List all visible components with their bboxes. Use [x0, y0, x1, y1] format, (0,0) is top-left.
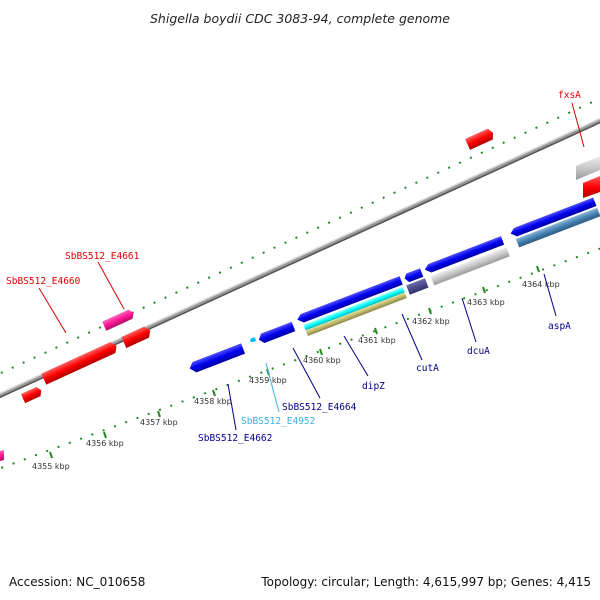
tick-label: 4355 kbp: [32, 462, 70, 471]
gene-label-e4660: SbBS512_E4660: [6, 276, 81, 287]
major-ticks: [49, 265, 540, 459]
tick-label: 4356 kbp: [86, 439, 124, 448]
leader-line: [38, 287, 67, 334]
accession-text: Accession: NC_010658: [9, 575, 145, 589]
gene-arrow: [189, 343, 246, 373]
gene-label-e4664: SbBS512_E4664: [282, 402, 357, 413]
gene-arrow: [404, 268, 424, 283]
gene-label-dipZ: dipZ: [362, 381, 385, 392]
leader-line: [571, 102, 585, 148]
genome-backbone: [0, 33, 600, 455]
tick-label: 4362 kbp: [412, 317, 450, 326]
tick-label: 4359 kbp: [249, 376, 287, 385]
gene-arrow: [121, 326, 151, 348]
tick-label: 4364 kbp: [522, 280, 560, 289]
misc-feature: [305, 292, 407, 336]
leader-line: [401, 313, 423, 361]
reverse-strand-features: [189, 197, 600, 373]
gene-arrow: [20, 386, 42, 404]
pseudo-gene: [102, 309, 134, 331]
tick-track-outer: [0, 97, 600, 375]
tick-label: 4357 kbp: [140, 418, 178, 427]
gene-arrow: [465, 128, 494, 150]
leader-line: [292, 347, 321, 399]
map-title: Shigella boydii CDC 3083-94, complete ge…: [150, 11, 450, 26]
misc-feature: [515, 207, 600, 248]
rna-feature: [249, 337, 257, 343]
gene-arrow: [510, 197, 597, 237]
topology-text: Topology: circular; Length: 4,615,997 bp…: [260, 575, 591, 589]
gene-label-aspA: aspA: [548, 321, 571, 332]
gene-arrow: [41, 342, 117, 385]
leader-line: [97, 261, 125, 310]
leader-line: [543, 273, 557, 317]
tick-label: 4360 kbp: [303, 356, 341, 365]
gene-label-dcuA: dcuA: [467, 346, 490, 357]
forward-strand-features: [20, 128, 494, 404]
gene-arrow: [258, 321, 296, 343]
gene-label-e4661: SbBS512_E4661: [65, 251, 140, 262]
gene-label-e4662: SbBS512_E4662: [198, 433, 272, 444]
gene-label-e4952: SbBS512_E4952: [241, 416, 315, 427]
rna-feature: [303, 286, 405, 331]
tick-label: 4361 kbp: [358, 336, 396, 345]
tick-label: 4358 kbp: [194, 397, 232, 406]
gene-arrow: [297, 276, 403, 323]
offscreen-features: [0, 156, 600, 461]
gene-arrow: [424, 236, 505, 273]
misc-feature: [406, 278, 429, 295]
leader-line: [461, 297, 477, 343]
tick-label: 4363 kbp: [467, 298, 505, 307]
leader-line: [343, 335, 369, 377]
leader-line: [265, 362, 280, 413]
leader-line: [227, 383, 237, 431]
gene-label-cutA: cutA: [416, 363, 439, 374]
misc-feature: [430, 247, 510, 286]
gene-label-fxsA: fxsA: [558, 90, 581, 101]
